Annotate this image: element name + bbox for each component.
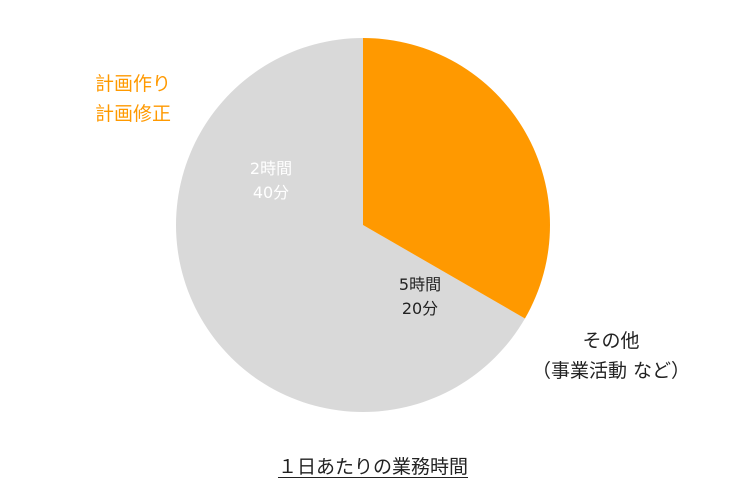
pie-slice-0 [176, 38, 525, 412]
slice-category-label-1: 計画作り計画修正 [95, 73, 171, 125]
slice-value-label-1: 2時間 40分 [250, 159, 292, 202]
chart-caption: １日あたりの業務時間 [0, 452, 746, 479]
slice-category-label-0: その他（事業活動 など） [532, 330, 690, 382]
chart-caption-text: １日あたりの業務時間 [277, 456, 468, 478]
pie-slice-1 [363, 38, 550, 319]
slice-value-label-0: 5時間 20分 [399, 275, 441, 318]
